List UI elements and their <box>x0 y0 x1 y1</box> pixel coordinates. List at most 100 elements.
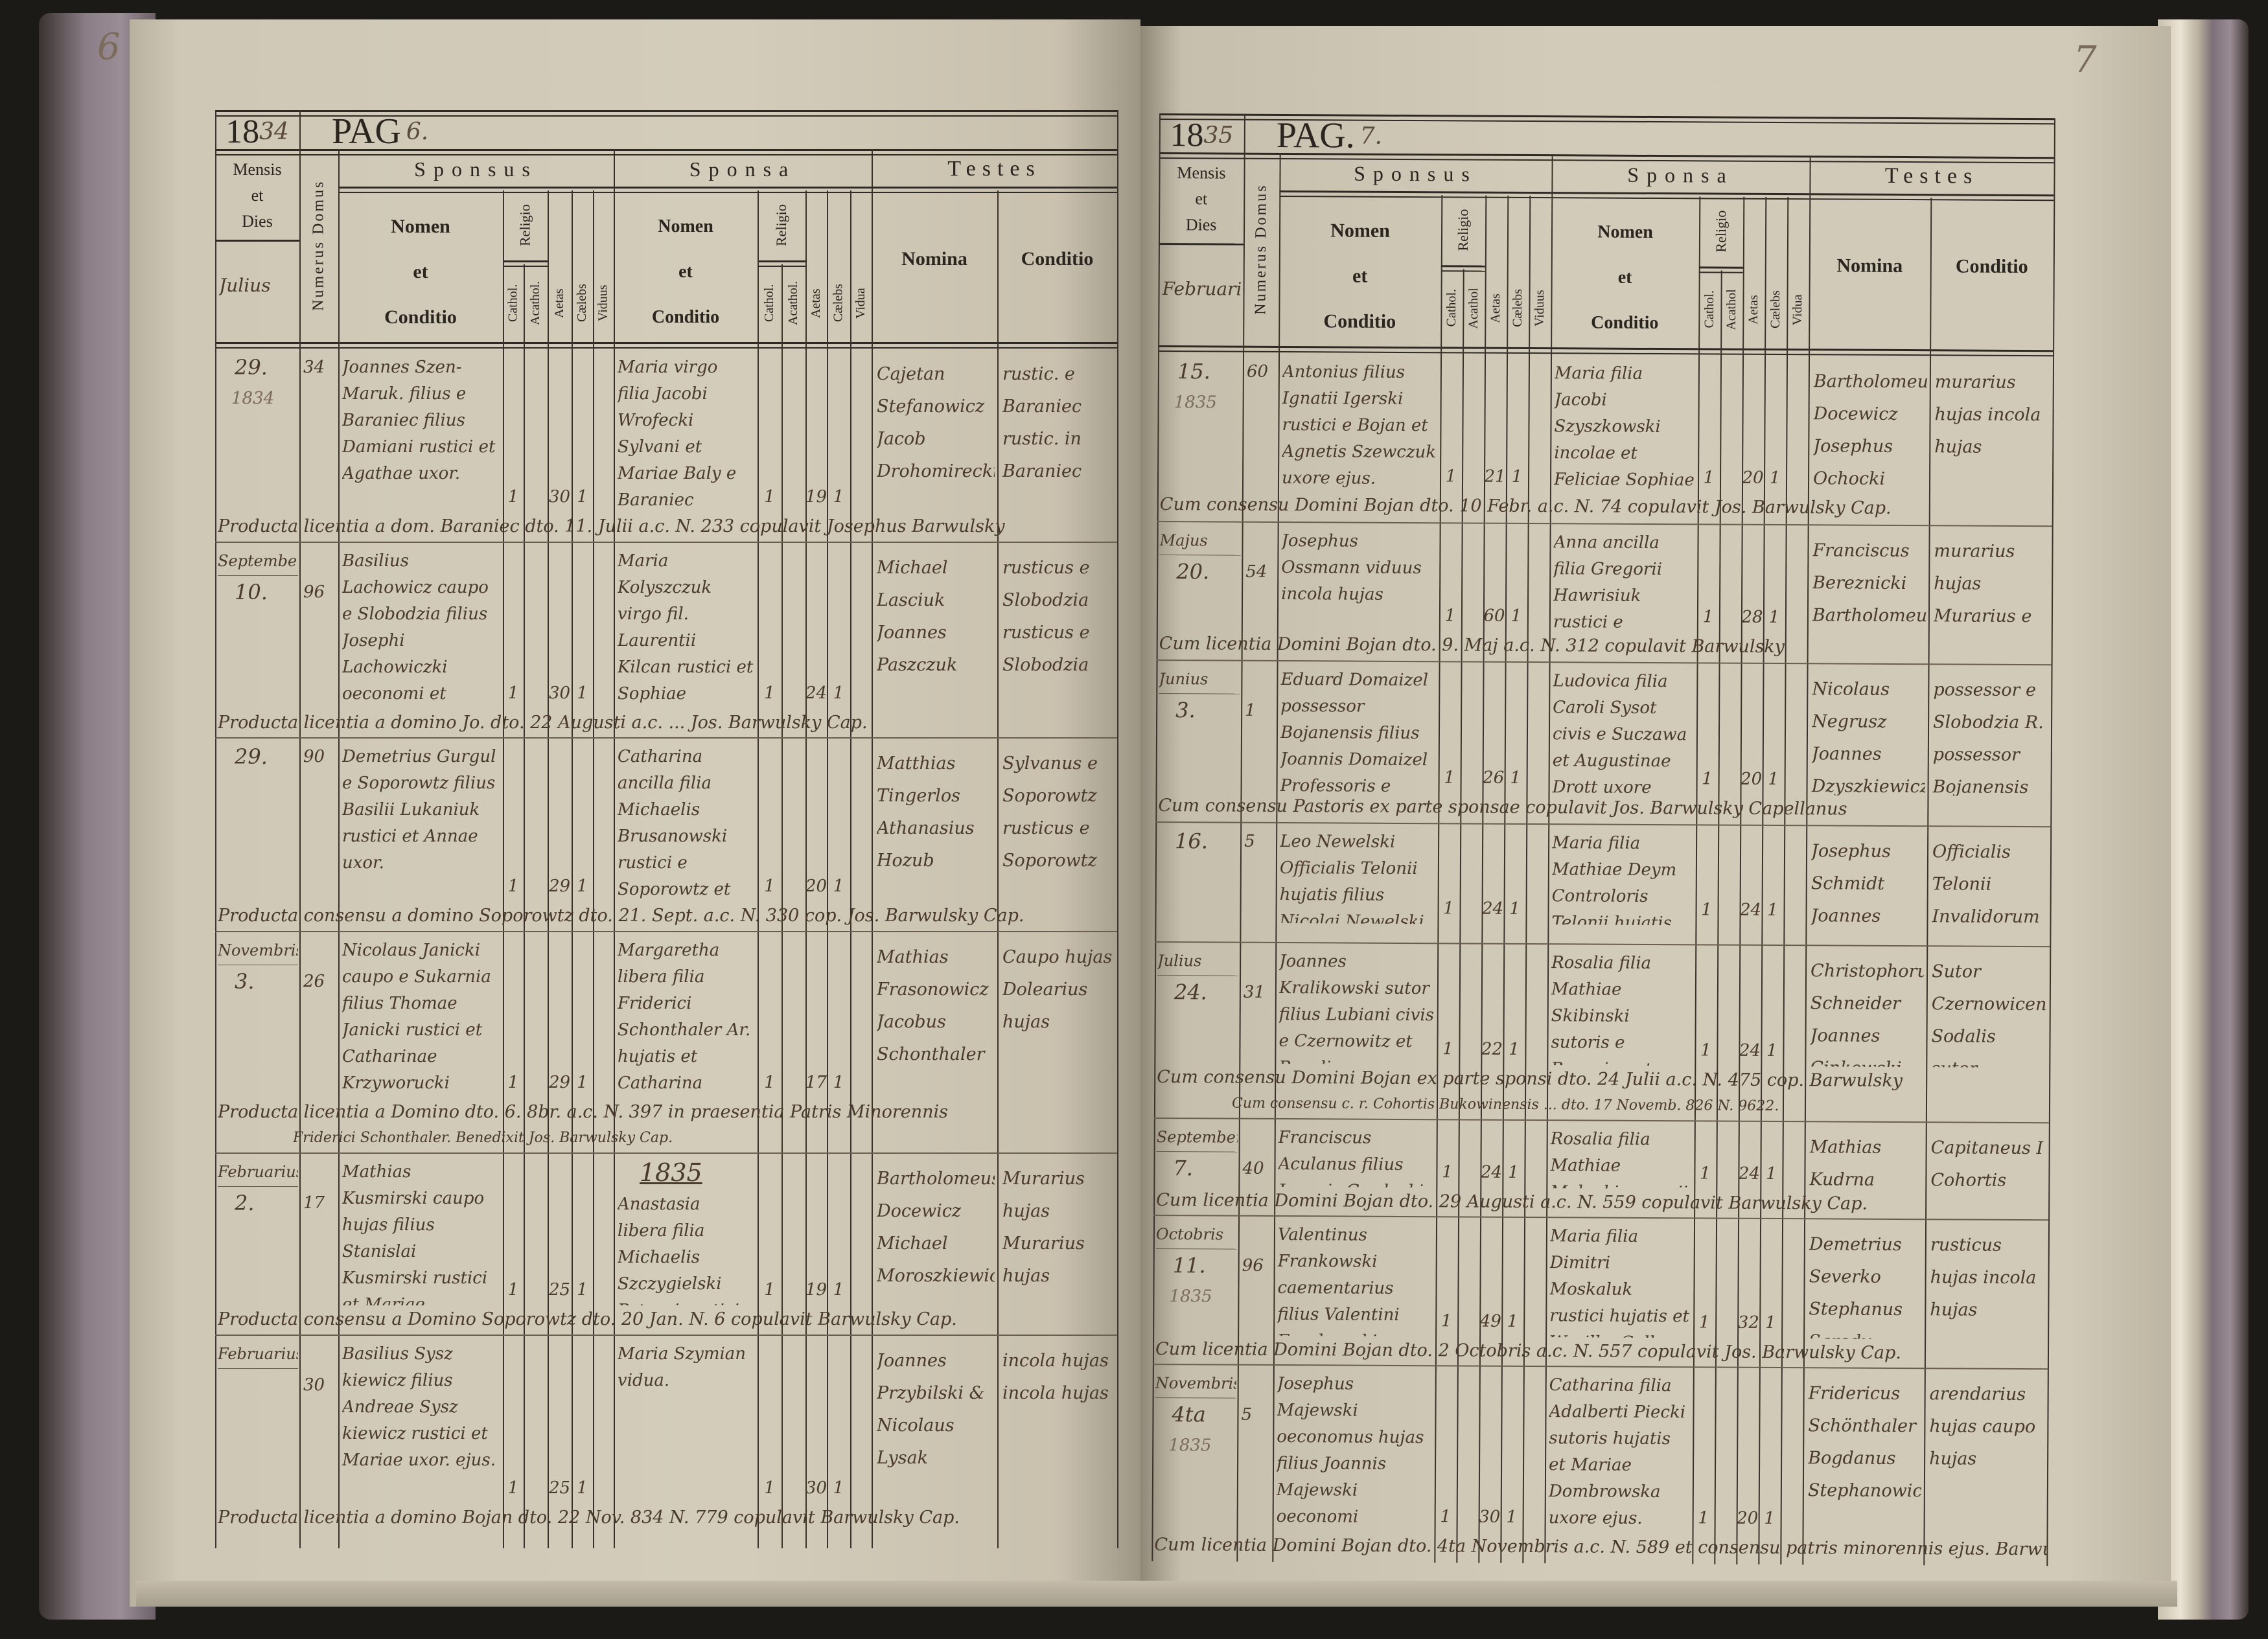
viduus-header: Viduus <box>1532 290 1547 327</box>
sponsa-name-condition: Maria virgo filia Jacobi Wrofecki Sylvan… <box>618 358 737 510</box>
sponsus-name-condition: Demetrius Gurgul e Soporowtz filius Basi… <box>342 747 496 873</box>
sponsa-caelebs: 1 <box>1767 900 1778 921</box>
testes-nomina: Christophorus Schneider Joannes Cinkowsk… <box>1810 961 1925 1067</box>
copulation-note: Cum licentia Domini Bojan dto. 9. Maj a.… <box>1159 634 1785 658</box>
sponsus-cathol: 1 <box>1440 1507 1452 1527</box>
aetas-header: Aetas <box>1746 294 1761 325</box>
sponsa-header: Sponsa <box>1627 163 1734 187</box>
sponsa-aetas: 20 <box>1742 468 1764 488</box>
pag-number: 7. <box>1360 122 1383 150</box>
nomen-conditio-header: Nomen <box>391 216 450 237</box>
numerus-domus: 1 <box>1245 700 1256 720</box>
register-entry: Julius 24. 31 Joannes Kralikowski sutor fil… <box>1154 941 2050 1122</box>
nomen-conditio-header: Conditio <box>1323 310 1396 332</box>
mensis-header-label: Mensis <box>233 160 282 179</box>
entry-month: September <box>218 548 298 576</box>
copulation-note: Producta consensu a Domino Soporowtz dto… <box>218 1309 957 1329</box>
entry-year: 1835 <box>1174 393 1217 413</box>
sponsus-aetas: 25 <box>548 1478 571 1498</box>
testes-nomina: Nicolaus Negrusz Joannes Dzyszkiewicz <box>1811 679 1926 796</box>
entry-day: 2. <box>235 1191 255 1215</box>
numerus-domus: 96 <box>303 582 325 602</box>
nomen-conditio-header: et <box>413 261 428 282</box>
sponsa-cathol: 1 <box>1698 1312 1710 1333</box>
mensis-header-label: Dies <box>1185 215 1217 235</box>
sponsa-aetas: 20 <box>1737 1508 1759 1528</box>
testes-nomina: Michael Lasciuk Joannes Paszczuk <box>877 558 958 675</box>
nomen-conditio-header: Conditio <box>1591 312 1659 334</box>
sponsa-cathol: 1 <box>764 683 775 703</box>
column-rule <box>548 190 549 1548</box>
caelebs-header: Cælebs <box>575 284 589 323</box>
group-title-rule <box>872 187 1117 193</box>
testes-nomina: Bartholomeus Docewicz Josephus Ochocki <box>1812 371 1927 489</box>
cathol-header: Cathol. <box>762 284 776 323</box>
column-rule <box>758 190 759 1548</box>
sponsa-name-condition: Maria filia Jacobi Szyszkowski incolae e… <box>1553 363 1695 490</box>
testes-conditio-header: Conditio <box>1955 255 2028 278</box>
nomen-conditio-header: Nomen <box>1597 222 1653 242</box>
entry-day: 3. <box>1175 698 1196 723</box>
entry-day: 4ta <box>1172 1402 1206 1427</box>
sponsus-caelebs: 1 <box>1510 606 1522 626</box>
sponsus-cathol: 1 <box>507 877 519 896</box>
sponsa-name-condition: Anna ancilla filia Gregorii Hawrisiuk ru… <box>1553 533 1663 632</box>
sponsa-name-condition: Ludovica filia Caroli Sysot civis e Sucz… <box>1552 671 1687 795</box>
sponsus-caelebs: 1 <box>1511 466 1523 487</box>
sponsus-name-condition: Basilius Sysz kiewicz filius Andreae Sys… <box>342 1344 496 1470</box>
sponsa-year-annotation: 1835 <box>640 1158 702 1187</box>
sponsa-aetas: 24 <box>1739 900 1762 920</box>
entry-month: Octobris <box>1155 1221 1238 1250</box>
mensis-header-label: et <box>1195 189 1208 209</box>
sponsus-caelebs: 1 <box>577 683 588 703</box>
copulation-note: Cum licentia Domini Bojan dto. 2 Octobri… <box>1155 1338 1901 1364</box>
entry-year: 1835 <box>1169 1287 1212 1307</box>
sponsa-aetas: 24 <box>1739 1040 1761 1060</box>
register-entry: 29. 90 Demetrius Gurgul e Soporowtz filius… <box>215 737 1117 931</box>
nomen-conditio-header: Conditio <box>651 307 720 327</box>
year-printed: 18 <box>1170 116 1204 154</box>
entry-divider <box>215 1335 1117 1336</box>
sponsa-caelebs: 1 <box>1768 607 1780 628</box>
sponsa-aetas: 20 <box>805 877 827 896</box>
numerus-domus-header: Numerus Domus <box>310 179 327 312</box>
sponsa-aetas: 19 <box>805 487 827 507</box>
acathol-header: Acathol. <box>528 281 542 326</box>
register-entry: Octobris 11. 1835 96 Valentinus Frankowski c… <box>1153 1214 2049 1368</box>
entry-month: Majus <box>1159 527 1241 556</box>
religio-header: Religio <box>1712 211 1730 253</box>
religio-header: Religio <box>516 204 533 247</box>
register-entry: Novembris 4ta 1835 5 Josephus Majewski oecon… <box>1151 1363 2048 1566</box>
testes-conditio: Sutor Czernowicensis Sodalis sutor Czern… <box>1931 961 2048 1068</box>
nomen-conditio-header: et <box>678 262 693 282</box>
year-written: 35 <box>1203 121 1234 149</box>
sponsus-cathol: 1 <box>507 1478 519 1498</box>
register-entry: 16. 5 Leo Newelski Officialis Telonii huja… <box>1155 821 2051 946</box>
sponsus-name-condition: Nicolaus Janicki caupo e Sukarnia filius… <box>342 941 491 1093</box>
sponsus-aetas: 24 <box>1480 1162 1503 1182</box>
register-table-left: 18 34 PAG 6. Mensis et Dies Julius Numerus Domus… <box>215 110 1118 1548</box>
sponsa-aetas: 20 <box>1741 769 1763 789</box>
religio-rule <box>503 260 548 267</box>
entry-day: 11. <box>1172 1253 1206 1278</box>
column-rule <box>872 149 873 1548</box>
sponsus-caelebs: 1 <box>1506 1507 1518 1527</box>
sponsa-name-condition: Margaretha libera filia Friderici Schont… <box>618 941 751 1093</box>
sponsa-name-condition: Maria filia Dimitri Moskaluk rustici huj… <box>1549 1226 1690 1338</box>
sponsus-cathol: 1 <box>507 1073 519 1092</box>
sponsus-caelebs: 1 <box>1508 1162 1519 1182</box>
sponsus-cathol: 1 <box>1443 899 1454 919</box>
entry-month: September <box>1156 1123 1238 1152</box>
sponsa-caelebs: 1 <box>1769 468 1781 488</box>
column-rule <box>503 190 504 1548</box>
testes-nomina: Mathias Frasonowicz Jacobus Schonthaler <box>877 947 989 1064</box>
sponsa-cathol: 1 <box>764 1073 775 1092</box>
sponsa-cathol: 1 <box>764 877 775 896</box>
sponsus-cathol: 1 <box>507 487 519 507</box>
aetas-header: Aetas <box>552 288 566 318</box>
sponsus-cathol: 1 <box>507 683 519 703</box>
sponsus-aetas: 60 <box>1483 606 1505 626</box>
copulation-note: Producta consensu a domino Soporowtz dto… <box>218 906 1024 926</box>
numerus-domus: 96 <box>1242 1255 1264 1276</box>
entry-day: 29. <box>235 355 268 380</box>
